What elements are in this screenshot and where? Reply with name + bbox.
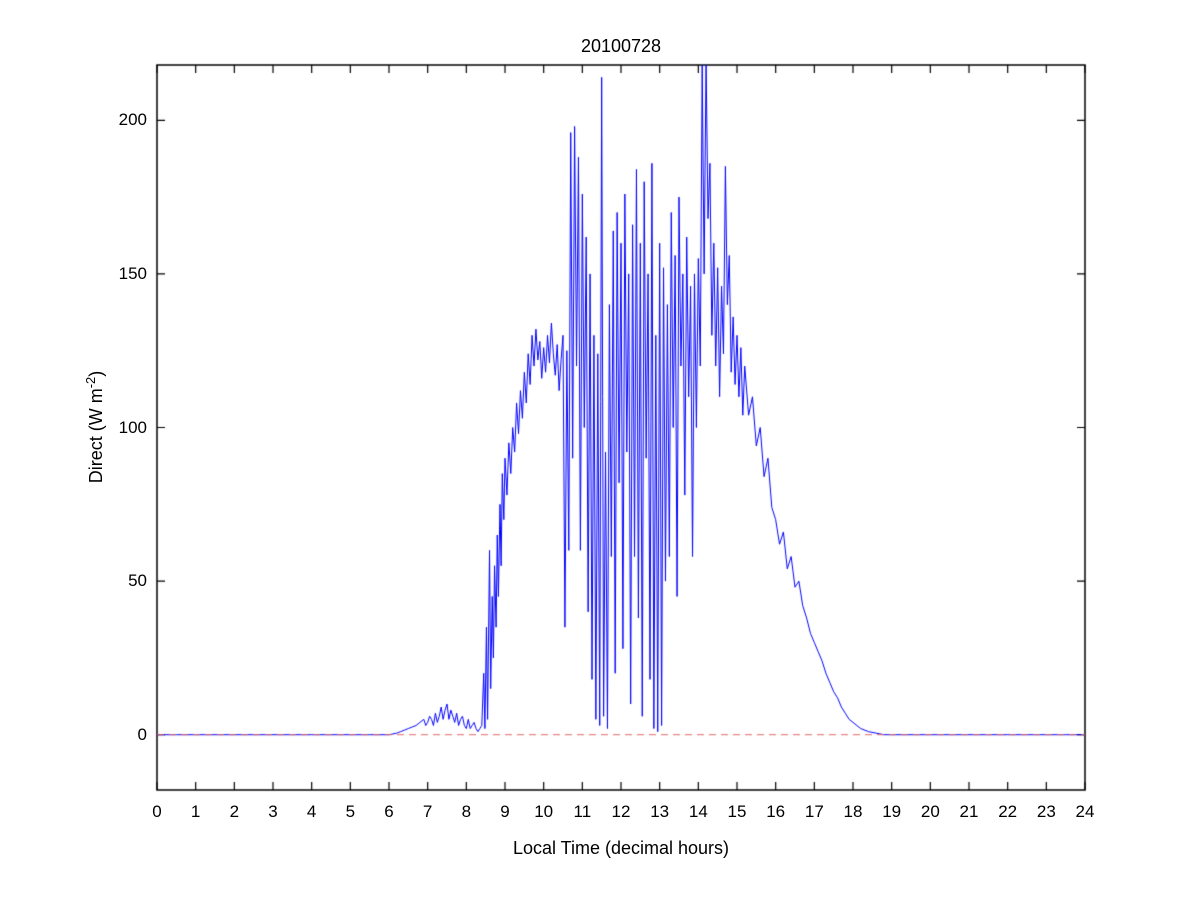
y-tick-label: 150 xyxy=(118,263,147,283)
x-tick-label: 3 xyxy=(268,802,278,821)
x-tick-label: 10 xyxy=(534,802,554,821)
x-tick-label: 12 xyxy=(611,802,631,821)
y-axis-label-exponent: -2 xyxy=(83,376,98,389)
x-axis-label: Local Time (decimal hours) xyxy=(512,838,730,858)
y-tick-label: 200 xyxy=(118,110,147,130)
x-tick-label: 4 xyxy=(306,802,317,821)
x-tick-label: 11 xyxy=(573,802,592,821)
y-axis-label-prefix: Direct (W m xyxy=(86,388,106,484)
x-tick-label: 8 xyxy=(461,802,472,821)
x-tick-label: 0 xyxy=(152,802,162,821)
chart-title: 20100728 xyxy=(580,36,662,56)
x-tick-label: 2 xyxy=(229,802,240,821)
x-tick-label: 18 xyxy=(843,802,863,821)
y-axis-label-suffix: ) xyxy=(86,370,106,377)
y-tick-label: 100 xyxy=(118,417,147,437)
x-tick-label: 15 xyxy=(727,802,747,821)
x-tick-label: 19 xyxy=(882,802,902,821)
x-tick-label: 14 xyxy=(688,802,708,821)
x-tick-label: 13 xyxy=(650,802,670,821)
x-tick-label: 23 xyxy=(1036,802,1056,821)
x-tick-label: 22 xyxy=(998,802,1018,821)
x-tick-label: 9 xyxy=(500,802,510,821)
x-tick-label: 1 xyxy=(190,802,201,821)
x-tick-label: 20 xyxy=(920,802,940,821)
x-tick-label: 7 xyxy=(422,802,433,821)
x-tick-label: 24 xyxy=(1075,802,1095,821)
y-axis-label: Direct (W m-2) xyxy=(83,371,107,484)
y-tick-label: 50 xyxy=(128,571,147,591)
x-tick-label: 5 xyxy=(345,802,356,821)
y-tick-label: 0 xyxy=(137,724,147,744)
x-tick-label: 6 xyxy=(384,802,394,821)
x-tick-label: 21 xyxy=(959,802,979,821)
x-tick-label: 17 xyxy=(804,802,824,821)
x-tick-label: 16 xyxy=(766,802,786,821)
